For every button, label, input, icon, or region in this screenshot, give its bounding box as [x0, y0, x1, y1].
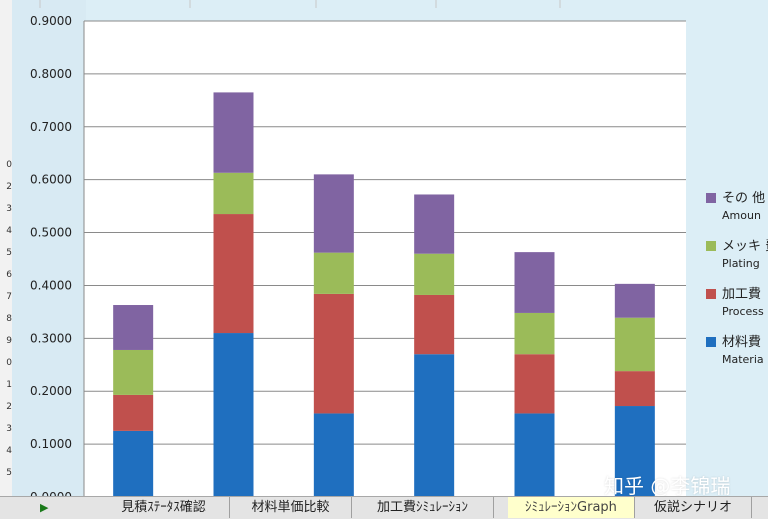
row-header: 8: [6, 314, 12, 324]
legend-item-plating: メッキ 費 Plating: [704, 233, 768, 281]
row-header: 0: [6, 358, 12, 368]
row-header: 6: [6, 270, 12, 280]
watermark: 知乎 @李锦瑞: [604, 474, 731, 498]
legend-item-process: 加工費 Process: [704, 281, 768, 329]
bar-segment: [614, 406, 655, 496]
row-header: 2: [6, 402, 12, 412]
bar-segment: [313, 413, 354, 496]
row-header: 3: [6, 424, 12, 434]
bar-segment: [113, 305, 154, 350]
legend-swatch-process: [706, 289, 716, 299]
bar-segment: [514, 252, 555, 313]
bar-segment: [414, 253, 455, 295]
row-header: 1: [6, 380, 12, 390]
bar-segment: [514, 413, 555, 496]
row-header: 3: [6, 204, 12, 214]
bar-segment: [313, 293, 354, 414]
bar-segment: [414, 354, 455, 496]
legend-item-material: 材料費 Materia: [704, 329, 768, 377]
bar-segment: [414, 194, 455, 254]
legend: その 他 Amoun メッキ 費 Plating 加工費 Process 材料費…: [704, 185, 768, 377]
bar-segment: [514, 312, 555, 355]
bar-segment: [614, 371, 655, 407]
sheet-tab-material-price[interactable]: 材料単価比較: [230, 497, 352, 518]
sheet-tab-estimate-status[interactable]: 見積ｽﾃｰﾀｽ確認: [98, 497, 230, 518]
y-tick-label: 0.6000: [30, 173, 72, 187]
row-header: 7: [6, 292, 12, 302]
row-header: 9: [6, 336, 12, 346]
bar-segment: [113, 430, 154, 496]
row-header: 4: [6, 446, 12, 456]
y-tick-label: 0.3000: [30, 331, 72, 345]
bar-segment: [414, 294, 455, 355]
legend-sublabel-other: Amoun: [722, 209, 761, 222]
legend-label-material: 材料費: [722, 335, 762, 350]
y-tick-label: 0.4000: [30, 278, 72, 292]
bar-segment: [313, 252, 354, 294]
bar-segment: [213, 92, 254, 173]
bar-segment: [213, 214, 254, 334]
sheet-tab-bar: ▶ 見積ｽﾃｰﾀｽ確認 材料単価比較 加工費ｼﾐｭﾚｰｼｮﾝ ｼﾐｭﾚｰｼｮﾝG…: [0, 496, 768, 519]
legend-label-process: 加工費: [722, 287, 762, 302]
row-header: 0: [6, 160, 12, 170]
legend-sublabel-plating: Plating: [722, 257, 760, 270]
chart-frame-left: [12, 0, 86, 496]
row-header: 5: [6, 468, 12, 478]
row-header: 5: [6, 248, 12, 258]
y-tick-label: 0.8000: [30, 67, 72, 81]
legend-swatch-material: [706, 337, 716, 347]
legend-label-plating: メッキ 費: [722, 239, 768, 254]
row-header: 4: [6, 226, 12, 236]
bar-segment: [614, 317, 655, 372]
sheet-tab-hypothesis[interactable]: 仮説シナリオ: [635, 497, 752, 518]
sheet-nav-next-icon[interactable]: ▶: [40, 501, 49, 514]
y-tick-label: 0.9000: [30, 14, 72, 28]
legend-swatch-other: [706, 193, 716, 203]
legend-sublabel-material: Materia: [722, 353, 764, 366]
bar-segment: [213, 172, 254, 215]
y-tick-label: 0.2000: [30, 384, 72, 398]
y-tick-label: 0.5000: [30, 226, 72, 240]
y-tick-label: 0.7000: [30, 120, 72, 134]
bar-segment: [614, 283, 655, 318]
bar-segment: [514, 354, 555, 414]
legend-label-other: その 他: [722, 191, 766, 206]
sheet-tab-sim-graph[interactable]: ｼﾐｭﾚｰｼｮﾝGraph: [508, 497, 635, 518]
legend-swatch-plating: [706, 241, 716, 251]
y-tick-label: 0.1000: [30, 437, 72, 451]
bar-segment: [113, 349, 154, 395]
legend-sublabel-process: Process: [722, 305, 764, 318]
bar-segment: [213, 333, 254, 496]
legend-item-other: その 他 Amoun: [704, 185, 768, 233]
bar-segment: [313, 174, 354, 253]
plot-area: [84, 21, 686, 496]
sheet-tab-processing-sim[interactable]: 加工費ｼﾐｭﾚｰｼｮﾝ: [352, 497, 494, 518]
row-header: 2: [6, 182, 12, 192]
bar-segment: [113, 394, 154, 431]
